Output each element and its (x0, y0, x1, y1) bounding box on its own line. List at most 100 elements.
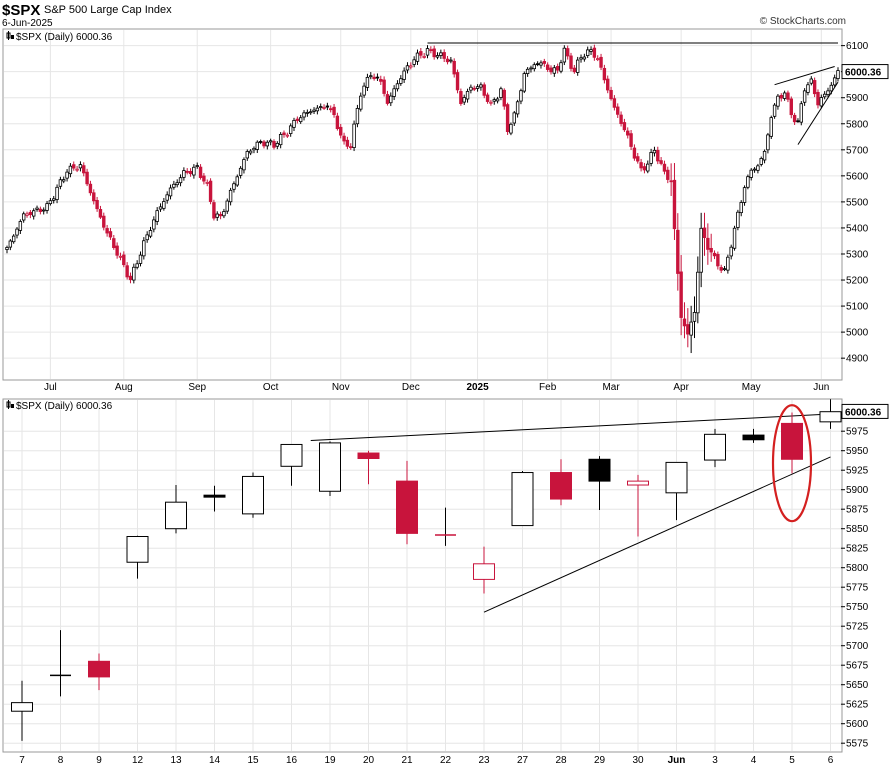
top-trendline-wedge-upper (774, 65, 835, 86)
top-candle-body (666, 169, 670, 180)
bottom-y-tick-label: 5975 (846, 427, 869, 438)
top-candle-body (519, 90, 523, 102)
bottom-x-tick-label: 7 (19, 755, 25, 766)
top-candle-body (198, 166, 203, 178)
top-candle-body (489, 101, 493, 104)
top-candle-body (572, 67, 577, 73)
top-candle-body (31, 210, 36, 217)
bottom-last-value-box (841, 403, 889, 419)
top-candle-body (706, 237, 710, 250)
bottom-x-tick-label: 3 (712, 755, 718, 766)
top-candle-body (395, 83, 400, 90)
top-candle-body (749, 169, 753, 178)
top-candle-body (646, 163, 650, 172)
top-candle-body (622, 122, 627, 131)
top-candle-body (435, 55, 440, 58)
bottom-x-tick-label: 27 (517, 755, 529, 766)
top-candle-body (575, 59, 580, 73)
top-candle-body (212, 202, 216, 219)
top-candle-body (295, 118, 300, 122)
top-candle-body (21, 213, 26, 221)
top-candle-body (746, 176, 750, 188)
top-candle-body (228, 189, 233, 203)
top-candle-body (699, 227, 703, 273)
top-candle-body (826, 90, 830, 96)
top-y-tick-label: 5600 (846, 171, 869, 182)
top-candle-body (305, 111, 310, 114)
top-candle-body (175, 182, 179, 186)
stockcharts-credit: © StockCharts.com (760, 16, 846, 27)
top-candle-body (429, 49, 433, 52)
top-candle-body (649, 152, 653, 164)
top-candle-body (392, 88, 396, 97)
top-candle-body (245, 151, 249, 159)
top-candle-body (412, 59, 416, 65)
bottom-trendline-support (483, 456, 831, 613)
top-candle-body (18, 221, 23, 231)
bottom-candle-body (704, 433, 726, 461)
top-candle-body (365, 76, 370, 88)
top-candle-body (58, 179, 63, 187)
bottom-x-tick-label: 28 (555, 755, 567, 766)
top-candle-body (509, 123, 513, 134)
top-candle-body (495, 98, 500, 102)
top-y-tick-label: 5100 (846, 302, 869, 313)
top-candle-body (762, 150, 767, 161)
bottom-panel-label: $SPX (Daily) 6000.36 (16, 401, 113, 412)
bottom-x-tick-label: 6 (828, 755, 834, 766)
top-candle-body (809, 78, 814, 84)
top-candle-body (92, 192, 96, 202)
top-candle-body (349, 146, 353, 149)
top-candle-body (8, 240, 13, 248)
top-candle-body (822, 93, 827, 98)
top-candle-body (799, 103, 803, 123)
top-candle-body (78, 164, 83, 169)
highlight-circle (771, 404, 813, 523)
top-candle-body (178, 177, 183, 184)
bottom-candle-body (242, 475, 264, 515)
bottom-candle-body (819, 411, 842, 423)
top-candle-body (25, 213, 29, 216)
top-candle-body (626, 130, 630, 136)
top-candle-body (659, 160, 663, 164)
bottom-candle-body (88, 660, 110, 678)
top-candle-body (48, 200, 53, 205)
top-candle-body (202, 175, 206, 182)
top-candle-body (315, 107, 320, 112)
top-candle-body (268, 140, 273, 143)
top-candle-body (138, 254, 143, 264)
bottom-y-tick-label: 5825 (846, 544, 869, 555)
top-candle-body (105, 228, 109, 234)
top-panel-legend-icon (6, 31, 14, 40)
top-candle-body (165, 194, 169, 201)
top-candle-body (405, 65, 410, 71)
top-candle-body (445, 58, 450, 63)
bottom-panel-frame (2, 398, 843, 753)
top-x-tick-label: Sep (188, 382, 206, 393)
top-candle-body (739, 202, 743, 214)
top-candle-body (812, 80, 817, 95)
bottom-x-tick-label: 13 (170, 755, 182, 766)
top-candle-body (772, 104, 777, 117)
top-candle-body (128, 275, 133, 281)
top-y-tick-label: 4900 (846, 354, 869, 365)
top-candle-body (545, 64, 550, 70)
top-candle-body (242, 159, 246, 171)
top-candle-body (836, 70, 840, 79)
top-candle-body (529, 67, 533, 70)
top-candle-body (82, 165, 86, 174)
bottom-candle-body (126, 536, 149, 563)
top-candle-body (125, 265, 129, 278)
bottom-y-tick-label: 5850 (846, 524, 869, 535)
top-candle-body (542, 61, 547, 64)
top-candle-body (192, 166, 196, 176)
top-candle-body (372, 76, 376, 80)
top-x-tick-label: Nov (332, 382, 350, 393)
top-candle-body (579, 57, 583, 60)
top-candle-body (312, 109, 316, 112)
top-candle-body (415, 52, 420, 62)
top-y-tick-label: 5700 (846, 145, 869, 156)
top-candle-body (676, 229, 680, 274)
top-candle-body (582, 56, 587, 60)
